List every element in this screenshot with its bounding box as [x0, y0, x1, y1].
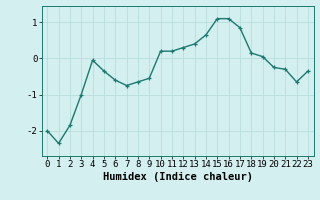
X-axis label: Humidex (Indice chaleur): Humidex (Indice chaleur): [103, 172, 252, 182]
